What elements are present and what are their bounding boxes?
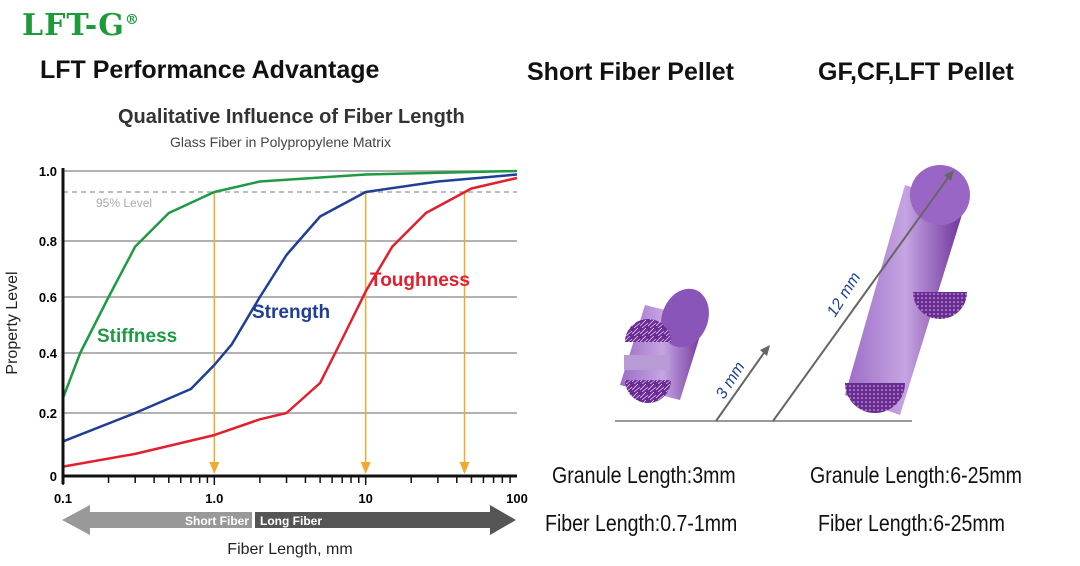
long-pellet bbox=[845, 165, 970, 415]
reference-label: 95% Level bbox=[96, 196, 152, 210]
heading-middle: Short Fiber Pellet bbox=[527, 58, 734, 86]
indicator-arrowhead bbox=[209, 462, 220, 474]
indicator-arrowhead bbox=[360, 462, 371, 474]
dimension-arrow-long bbox=[772, 170, 954, 422]
y-tick-label: 0.8 bbox=[39, 234, 57, 249]
short-fiber-label: Short Fiber bbox=[185, 514, 249, 528]
long-fiber-label: Long Fiber bbox=[260, 514, 322, 528]
chart-title: Qualitative Influence of Fiber Length bbox=[118, 106, 465, 128]
heading-right: GF,CF,LFT Pellet bbox=[818, 58, 1014, 86]
caption-long-fiber: Fiber Length:6-25mm bbox=[818, 510, 1005, 536]
series-label: Strength bbox=[252, 302, 330, 323]
x-tick-label: 100 bbox=[506, 491, 528, 506]
y-tick-label: 0.4 bbox=[39, 346, 58, 361]
x-tick-label: 10 bbox=[358, 491, 372, 506]
caption-short-fiber: Fiber Length:0.7-1mm bbox=[545, 510, 738, 536]
series-line-toughness bbox=[62, 176, 518, 468]
y-axis-label: Property Level bbox=[4, 271, 21, 374]
chart-subtitle: Glass Fiber in Polypropylene Matrix bbox=[170, 134, 391, 150]
caption-long-granule: Granule Length:6-25mm bbox=[810, 462, 1022, 488]
short-pellet bbox=[620, 288, 709, 403]
series-label: Toughness bbox=[370, 270, 470, 291]
dimension-arrow-short bbox=[715, 345, 770, 422]
y-tick-label: 1.0 bbox=[39, 164, 57, 179]
series-line-strength bbox=[62, 173, 518, 443]
heading-left: LFT Performance Advantage bbox=[40, 56, 380, 84]
series-line-stiffness bbox=[61, 169, 518, 399]
y-tick-label: 0.2 bbox=[39, 406, 57, 421]
long-fiber-band bbox=[255, 505, 516, 535]
series-label: Stiffness bbox=[97, 326, 177, 347]
logo: LFT-G® bbox=[22, 8, 140, 43]
x-tick-label: 1.0 bbox=[205, 491, 223, 506]
indicator-arrowhead bbox=[459, 462, 470, 474]
caption-short-granule: Granule Length:3mm bbox=[552, 462, 736, 488]
y-tick-label: 0.6 bbox=[39, 290, 57, 305]
long-dimension-label: 12 mm bbox=[824, 270, 864, 320]
x-tick-label: 0.1 bbox=[54, 491, 72, 506]
short-fiber-band bbox=[62, 505, 252, 535]
y-tick-label: 0 bbox=[50, 469, 57, 484]
x-axis-label: Fiber Length, mm bbox=[227, 541, 352, 558]
